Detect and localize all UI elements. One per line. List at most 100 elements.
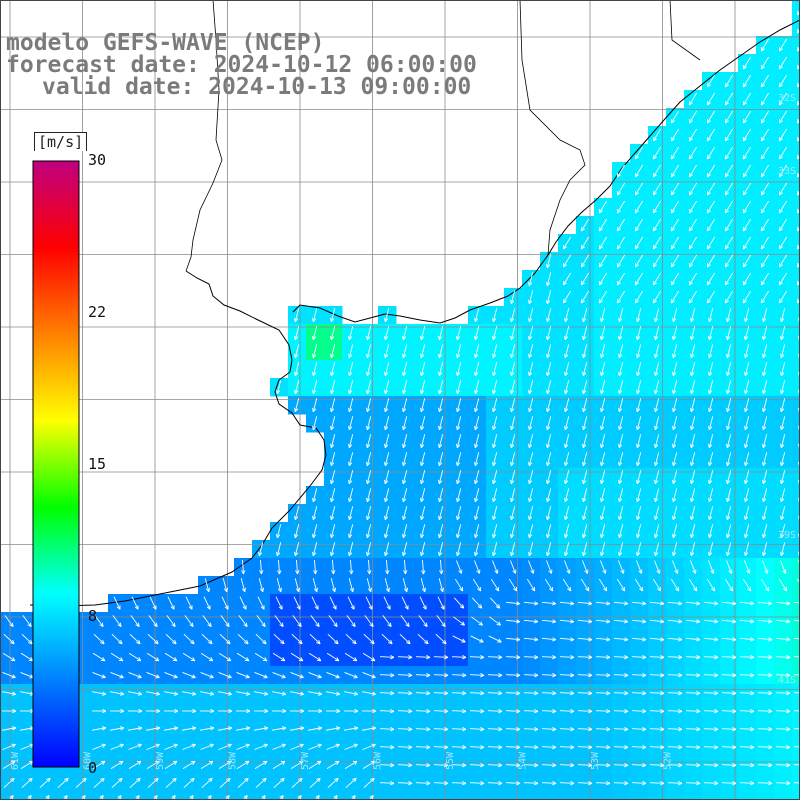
wind-arrow [778, 236, 788, 250]
wind-arrow [261, 795, 266, 800]
wind-arrow [148, 615, 158, 628]
wind-arrow [237, 633, 249, 645]
wind-arrow [670, 128, 680, 142]
wind-arrow [600, 434, 606, 449]
wind-arrow [510, 452, 516, 467]
wind-arrow [420, 362, 426, 377]
wind-arrow [308, 671, 322, 679]
wind-arrow [634, 236, 644, 250]
wind-arrow [128, 760, 142, 770]
wind-arrow [672, 434, 678, 449]
wind-arrow [744, 398, 750, 413]
wind-arrow [308, 726, 323, 731]
wind-arrow [546, 470, 552, 485]
wind-arrow [438, 488, 444, 503]
wind-arrow [312, 578, 318, 593]
wind-arrow [780, 326, 786, 341]
wind-arrow [164, 760, 178, 770]
wind-arrow [312, 524, 318, 539]
wind-arrow [330, 380, 336, 395]
wind-arrow [397, 709, 413, 714]
wind-arrow [333, 795, 338, 800]
wind-arrow [492, 308, 498, 323]
wind-arrow [654, 560, 661, 574]
wind-arrow [348, 434, 354, 449]
longitude-label: 60W [83, 751, 94, 770]
speed-cell [792, 738, 800, 757]
wind-arrow [272, 691, 287, 696]
wind-arrow [362, 671, 376, 679]
wind-arrow [636, 524, 642, 539]
wind-arrow [706, 290, 716, 304]
wind-arrow [474, 524, 480, 539]
wind-arrow [294, 398, 300, 413]
wind-arrow [739, 763, 755, 768]
wind-arrow [672, 362, 678, 377]
wind-arrow [688, 290, 698, 304]
wind-arrow [780, 434, 786, 449]
wind-arrow [706, 236, 716, 250]
wind-arrow [362, 726, 377, 731]
wind-arrow [618, 524, 624, 539]
wind-arrow [510, 380, 516, 395]
wind-arrow [688, 164, 698, 178]
wind-arrow [438, 524, 444, 539]
wind-arrow [760, 254, 770, 268]
wind-arrow [171, 795, 176, 800]
wind-arrow [384, 326, 390, 341]
wind-arrow [200, 726, 215, 731]
wind-arrow [780, 416, 786, 431]
wind-arrow [330, 326, 336, 341]
wind-arrow [470, 635, 484, 643]
wind-arrow [505, 655, 521, 660]
speed-cell [270, 792, 289, 800]
wind-arrow [724, 74, 734, 88]
wind-arrow [362, 760, 376, 770]
wind-arrow [146, 726, 161, 731]
wind-arrow [492, 452, 498, 467]
wind-arrow [577, 655, 593, 660]
wind-arrow [362, 652, 376, 662]
wind-arrow [618, 398, 624, 413]
wind-arrow [742, 200, 752, 214]
wind-arrow [636, 470, 642, 485]
wind-arrow [618, 344, 624, 359]
wind-arrow [128, 652, 142, 662]
argentina-coastline [29, 270, 327, 607]
wind-arrow [654, 398, 660, 413]
wind-arrow [564, 560, 571, 574]
wind-arrow [580, 218, 590, 232]
wind-arrow [418, 615, 428, 628]
wind-arrow [474, 560, 481, 574]
wind-arrow [420, 578, 426, 593]
wind-arrow [721, 709, 737, 714]
wind-arrow [402, 380, 408, 395]
wind-arrow [330, 398, 336, 413]
wind-arrow [182, 691, 197, 696]
wind-arrow [456, 416, 462, 431]
speed-cell [540, 792, 559, 800]
wind-arrow [618, 506, 624, 521]
wind-arrow [433, 691, 449, 696]
wind-arrow [744, 506, 750, 521]
wind-arrow [312, 416, 318, 431]
wind-arrow [595, 691, 611, 696]
wind-arrow [688, 218, 698, 232]
wind-arrow [184, 615, 194, 628]
wind-arrow [780, 380, 786, 395]
wind-arrow [618, 416, 624, 431]
wind-arrow [312, 308, 318, 323]
wind-arrow [369, 795, 374, 800]
wind-arrow [487, 781, 503, 786]
wind-arrow [667, 655, 683, 660]
longitude-label: 57W [300, 751, 311, 770]
wind-arrow [236, 726, 251, 731]
wind-arrow [685, 655, 701, 660]
wind-arrow [721, 601, 737, 606]
wind-arrow [528, 344, 534, 359]
wind-arrow [349, 559, 354, 575]
wind-arrow [636, 344, 642, 359]
wind-arrow [330, 308, 336, 323]
wind-arrow [580, 290, 590, 304]
wind-arrow [595, 781, 611, 786]
